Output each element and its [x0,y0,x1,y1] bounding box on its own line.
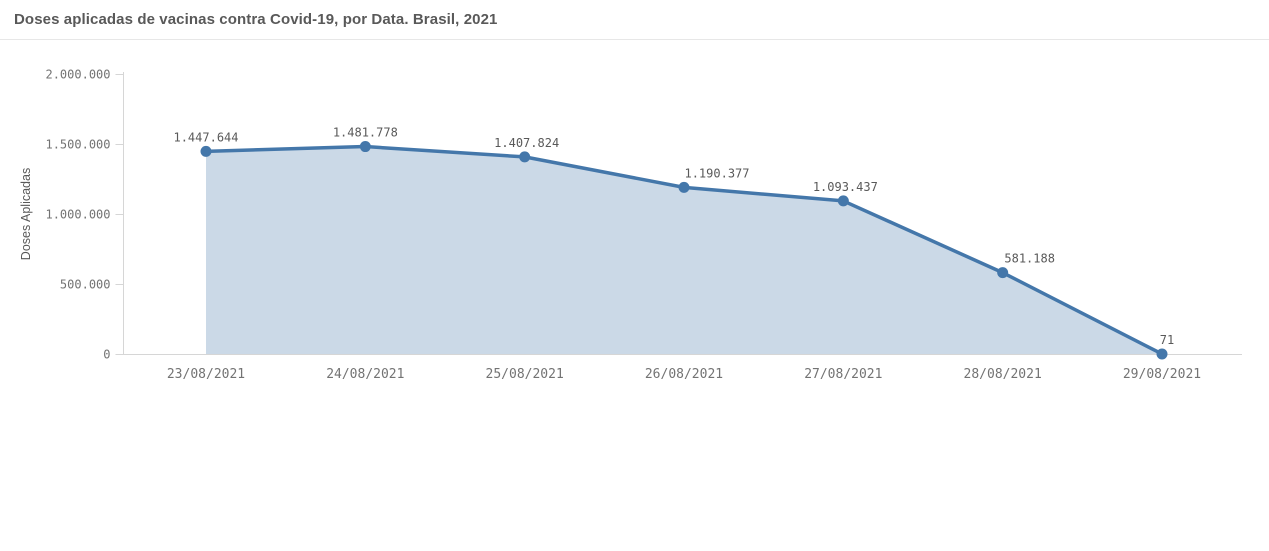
data-point[interactable] [997,267,1009,279]
chart-title: Doses aplicadas de vacinas contra Covid-… [14,11,498,28]
x-tick-label: 23/08/2021 [167,367,245,382]
y-tick-label: 0 [103,348,110,362]
y-tick-label: 1.500.000 [45,138,110,152]
chart-header: Doses aplicadas de vacinas contra Covid-… [0,0,1269,40]
data-point-label: 1.407.824 [494,136,559,150]
y-axis-title-label: Doses Aplicadas [19,167,33,261]
data-point-label: 581.188 [1004,252,1055,266]
data-point-label: 1.447.644 [173,130,238,144]
x-tick-label: 28/08/2021 [964,367,1042,382]
data-point-label: 71 [1160,333,1174,347]
data-point[interactable] [1156,348,1168,360]
data-point[interactable] [200,145,212,157]
x-tick-label: 25/08/2021 [486,367,564,382]
data-point-label: 1.481.778 [333,126,398,140]
data-point[interactable] [678,181,690,193]
data-point-label: 1.190.377 [684,166,749,180]
data-point[interactable] [359,141,371,153]
x-tick-label: 26/08/2021 [645,367,723,382]
chart-area: Doses Aplicadas 0 500.000 1.000.000 1.500.0… [0,40,1269,420]
area-fill [206,146,1162,354]
data-point[interactable] [519,151,531,163]
y-tick-label: 500.000 [60,278,111,292]
x-tick-label: 24/08/2021 [326,367,404,382]
line-chart-canvas: 0 500.000 1.000.000 1.500.000 2.000.000 23/08… [45,68,1242,382]
x-tick-label: 27/08/2021 [804,367,882,382]
y-tick-label: 1.000.000 [45,208,110,222]
x-tick-label: 29/08/2021 [1123,367,1201,382]
data-point-label: 1.093.437 [813,180,878,194]
y-tick-label: 2.000.000 [45,68,110,82]
data-point[interactable] [837,195,849,207]
